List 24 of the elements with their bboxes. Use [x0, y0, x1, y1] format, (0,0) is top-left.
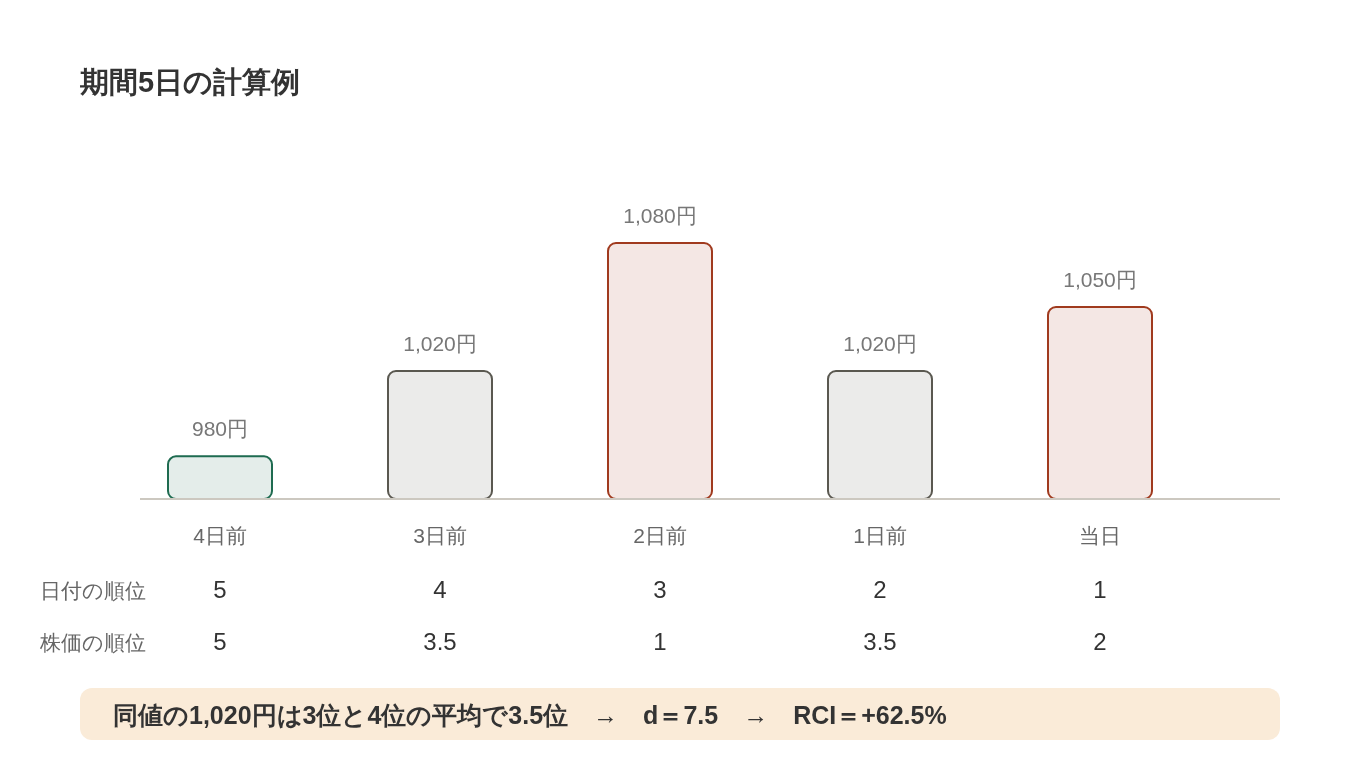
data-label: 1,080円 — [623, 204, 697, 227]
x-tick-label: 3日前 — [413, 524, 467, 547]
text: 3.5 — [863, 628, 897, 655]
text: 株価の順位 — [39, 631, 146, 654]
text: 4 — [433, 576, 447, 603]
data-label: 980円 — [191, 417, 249, 441]
text: 1 — [653, 628, 667, 655]
text: 5 — [213, 628, 227, 655]
text: 3 — [653, 576, 667, 603]
text: 5 — [213, 576, 227, 603]
x-tick-label: 4日前 — [193, 524, 247, 547]
data-label: 1,020円 — [843, 332, 917, 355]
text: 3.5 — [423, 628, 457, 655]
text: 日付の順位 — [40, 579, 146, 602]
x-tick-label: 2日前 — [633, 524, 687, 547]
text: 1 — [1093, 576, 1107, 603]
text: 同値の1,020円は3位と4位の平均で3.5位 → d＝7.5 → RCI＝+62.5% — [113, 701, 947, 729]
x-tick-label: 1日前 — [853, 524, 907, 547]
x-tick-label: 当日 — [1079, 524, 1121, 547]
data-label: 1,020円 — [403, 332, 477, 355]
data-label: 1,050円 — [1063, 268, 1137, 291]
chart-title: 期間5日の計算例 — [79, 66, 301, 98]
text: 2 — [873, 576, 887, 603]
text: 2 — [1093, 628, 1107, 655]
